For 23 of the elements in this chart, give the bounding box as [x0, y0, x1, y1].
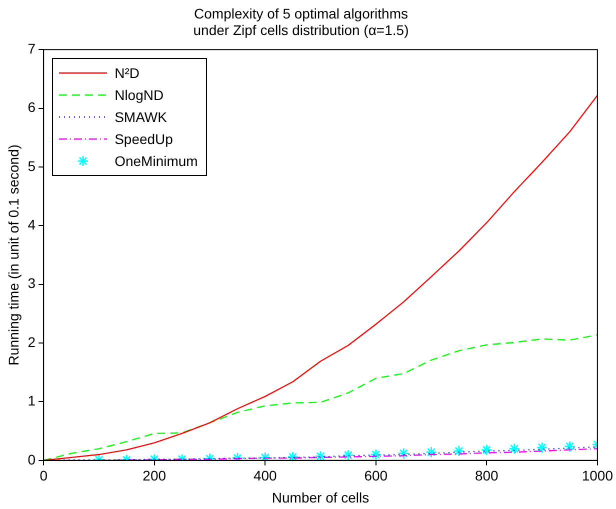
line-series [98, 448, 598, 460]
x-tick-label: 600 [364, 468, 388, 484]
y-tick-label: 6 [28, 99, 36, 116]
x-tick-label: 1000 [582, 468, 614, 484]
y-tick-label: 1 [28, 392, 36, 409]
y-axis-title: Running time (in unit of 0.1 second) [5, 144, 22, 366]
y-tick-label: 4 [28, 216, 36, 233]
y-tick-label: 0 [28, 451, 36, 468]
legend-label: SMAWK [114, 108, 167, 127]
x-tick-label: 200 [142, 468, 166, 484]
legend-label: N²D [114, 64, 140, 83]
legend-label: OneMinimum [114, 152, 198, 171]
x-tick-label: 0 [40, 468, 48, 484]
legend-label: SpeedUp [114, 130, 173, 149]
y-tick-label: 5 [28, 158, 36, 174]
y-tick-label: 7 [28, 40, 36, 56]
y-tick-label: 2 [28, 334, 36, 350]
x-axis-title: Number of cells [272, 489, 370, 506]
x-tick-label: 800 [474, 468, 499, 484]
x-tick-label: 400 [253, 468, 278, 484]
legend-label: NlogND [114, 86, 164, 105]
y-tick-label: 3 [28, 275, 36, 292]
chart-title: Complexity of 5 optimal algorithms under Zipf cells distribution (α=1.5) [193, 5, 409, 38]
